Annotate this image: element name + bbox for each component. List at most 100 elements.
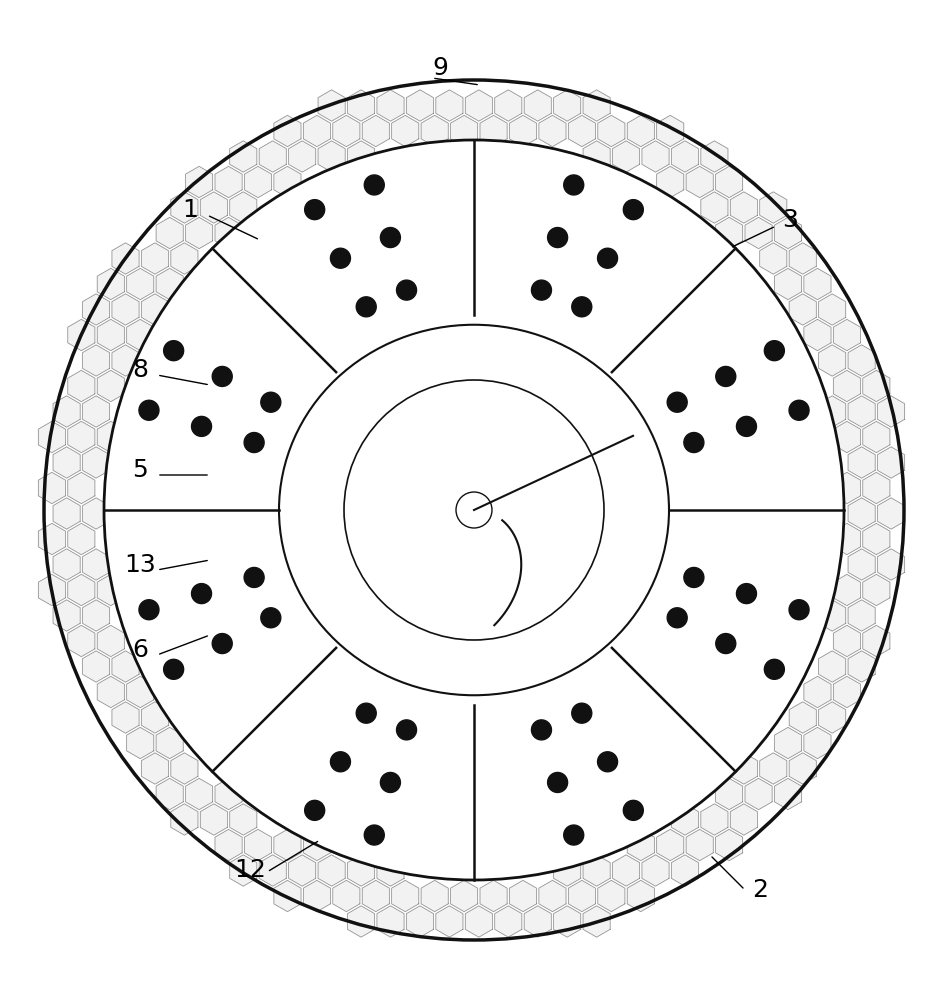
Polygon shape (98, 676, 124, 708)
Circle shape (380, 772, 400, 792)
Circle shape (624, 800, 644, 820)
Circle shape (548, 228, 568, 248)
Polygon shape (878, 498, 904, 529)
Polygon shape (259, 855, 286, 886)
Polygon shape (554, 906, 581, 937)
Polygon shape (362, 880, 390, 912)
Polygon shape (53, 447, 81, 478)
Polygon shape (127, 727, 154, 759)
Polygon shape (68, 319, 95, 351)
Polygon shape (156, 778, 183, 810)
Polygon shape (38, 421, 65, 453)
Polygon shape (863, 421, 890, 453)
Polygon shape (819, 294, 846, 325)
Polygon shape (112, 345, 139, 376)
Polygon shape (274, 115, 301, 147)
Polygon shape (98, 370, 124, 402)
Polygon shape (701, 192, 728, 223)
Text: 3: 3 (782, 208, 798, 232)
Text: 8: 8 (132, 358, 148, 382)
Polygon shape (598, 115, 625, 147)
Polygon shape (524, 906, 552, 937)
Circle shape (456, 492, 492, 528)
Polygon shape (554, 855, 581, 886)
Polygon shape (141, 753, 169, 784)
Polygon shape (878, 447, 904, 478)
Polygon shape (186, 778, 212, 810)
Polygon shape (775, 727, 802, 759)
Polygon shape (569, 115, 595, 147)
Polygon shape (819, 600, 846, 631)
Polygon shape (200, 192, 228, 223)
Polygon shape (288, 855, 316, 886)
Polygon shape (348, 90, 374, 121)
Polygon shape (730, 804, 757, 835)
Polygon shape (730, 192, 757, 223)
Text: 12: 12 (234, 858, 266, 882)
Polygon shape (863, 523, 890, 555)
Polygon shape (612, 855, 640, 886)
Circle shape (380, 228, 400, 248)
Polygon shape (303, 829, 331, 861)
Circle shape (667, 608, 687, 628)
Polygon shape (68, 421, 95, 453)
Polygon shape (274, 880, 301, 912)
Polygon shape (215, 217, 242, 249)
Polygon shape (82, 600, 110, 631)
Circle shape (261, 608, 281, 628)
Polygon shape (848, 600, 875, 631)
Polygon shape (509, 880, 537, 912)
Polygon shape (141, 243, 169, 274)
Polygon shape (215, 166, 242, 198)
Polygon shape (421, 880, 448, 912)
Polygon shape (38, 523, 65, 555)
Polygon shape (671, 141, 699, 172)
Polygon shape (186, 166, 212, 198)
Circle shape (356, 297, 376, 317)
Polygon shape (112, 294, 139, 325)
Polygon shape (127, 676, 154, 708)
Polygon shape (141, 702, 169, 733)
Polygon shape (833, 676, 861, 708)
Polygon shape (68, 370, 95, 402)
Polygon shape (450, 115, 478, 147)
Polygon shape (333, 115, 360, 147)
Polygon shape (538, 115, 566, 147)
Polygon shape (833, 523, 861, 555)
Circle shape (716, 366, 736, 386)
Polygon shape (819, 702, 846, 733)
Polygon shape (303, 115, 331, 147)
Polygon shape (789, 243, 816, 274)
Polygon shape (98, 574, 124, 606)
Circle shape (764, 659, 784, 679)
Polygon shape (171, 192, 198, 223)
Polygon shape (141, 294, 169, 325)
Polygon shape (833, 421, 861, 453)
Polygon shape (274, 166, 301, 198)
Polygon shape (377, 906, 404, 937)
Polygon shape (628, 829, 654, 861)
Polygon shape (171, 243, 198, 274)
Polygon shape (82, 345, 110, 376)
Polygon shape (848, 651, 875, 682)
Polygon shape (229, 855, 257, 886)
Polygon shape (686, 829, 713, 861)
Polygon shape (759, 192, 787, 223)
Circle shape (364, 825, 384, 845)
Polygon shape (319, 90, 345, 121)
Polygon shape (319, 855, 345, 886)
Polygon shape (229, 804, 257, 835)
Polygon shape (112, 243, 139, 274)
Polygon shape (612, 141, 640, 172)
Polygon shape (671, 855, 699, 886)
Polygon shape (657, 829, 684, 861)
Circle shape (667, 392, 687, 412)
Polygon shape (53, 600, 81, 631)
Polygon shape (112, 651, 139, 682)
Circle shape (684, 433, 703, 453)
Polygon shape (82, 549, 110, 580)
Circle shape (548, 772, 568, 792)
Polygon shape (819, 396, 846, 427)
Polygon shape (348, 906, 374, 937)
Circle shape (396, 720, 416, 740)
